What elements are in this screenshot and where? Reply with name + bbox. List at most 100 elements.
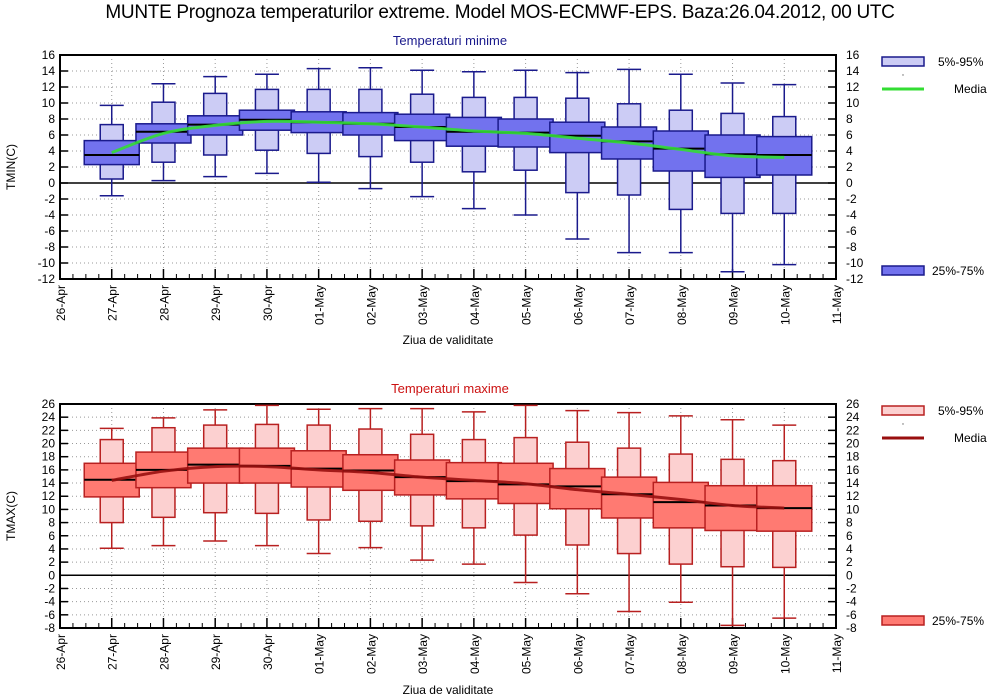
media-line [111, 119, 785, 159]
y-tick-label-left: 14 [42, 64, 56, 78]
y-tick-label-right: 6 [846, 128, 853, 142]
box-01-May [290, 408, 347, 555]
y-tick-label-right: 10 [846, 96, 860, 110]
y-tick-label-right: -4 [846, 208, 857, 222]
x-tick-label: 02-May [364, 285, 378, 325]
x-tick-label: 07-May [623, 285, 637, 325]
box-28-Apr [135, 417, 192, 547]
y-tick-label-left: 0 [48, 176, 55, 190]
box-04-May [445, 411, 503, 565]
box-27-Apr [83, 427, 140, 550]
box-09-May [704, 419, 761, 627]
y-tick-label-right: 0 [846, 568, 853, 582]
x-tick-label: 26-Apr [54, 634, 68, 670]
y-tick-label-left: 26 [42, 397, 56, 411]
legend-dot [902, 74, 904, 76]
legend-label-25-75: 25%-75% [932, 614, 984, 628]
x-tick-label: 08-May [675, 285, 689, 325]
box-08-May [652, 73, 710, 254]
y-tick-label-right: 20 [846, 437, 860, 451]
y-tick-label-left: -4 [44, 595, 55, 609]
y-tick-label-right: 8 [846, 112, 853, 126]
box-03-May [393, 407, 451, 561]
y-tick-label-left: -8 [44, 621, 55, 635]
x-tick-label: 09-May [727, 634, 741, 674]
x-tick-label: 07-May [623, 634, 637, 674]
box-01-May [290, 67, 347, 183]
y-tick-label-left: 12 [42, 489, 56, 503]
box-09-May [704, 82, 761, 273]
y-tick-label-left: -12 [38, 272, 56, 286]
y-axis-label: TMIN(C) [4, 144, 18, 190]
x-tick-label: 11-May [830, 634, 844, 673]
legend-swatch-5-95 [881, 56, 925, 67]
box-29-Apr [186, 409, 244, 542]
box-10-May [756, 424, 813, 619]
y-tick-label-right: 26 [846, 397, 860, 411]
y-tick-label-right: -2 [846, 581, 857, 595]
legend-swatch-25-75 [881, 265, 925, 276]
y-tick-label-left: 10 [42, 96, 56, 110]
box-05-May [497, 404, 554, 584]
y-tick-label-right: 2 [846, 555, 853, 569]
x-tick-label: 30-Apr [261, 285, 275, 321]
x-tick-label: 10-May [778, 634, 792, 674]
legend-label-media: Media [954, 82, 987, 96]
box-04-May [445, 71, 503, 210]
y-tick-label-left: -10 [38, 256, 56, 270]
y-tick-label-left: 8 [48, 516, 55, 530]
x-tick-label: 01-May [313, 634, 327, 674]
tmin-chart: Temperaturi minime -12 -12 -10 -10 -8 -8 -6 -6 -4… [4, 33, 987, 347]
x-tick-label: 29-Apr [209, 285, 223, 321]
x-tick-label: 05-May [520, 285, 534, 325]
x-tick-label: 09-May [727, 285, 741, 325]
x-tick-label: 28-Apr [157, 285, 171, 321]
x-tick-label: 27-Apr [106, 634, 120, 670]
y-tick-label-right: -8 [846, 621, 857, 635]
tmax-chart: Temperaturi maxime-8 -8-6 -6-4 -4-2 -20 02 24 4… [4, 381, 987, 697]
box-07-May [600, 68, 658, 254]
legend-label-5-95: 5%-95% [938, 404, 984, 418]
y-tick-label-right: 12 [846, 80, 860, 94]
y-tick-label-right: 16 [846, 463, 860, 477]
y-tick-label-left: 6 [48, 128, 55, 142]
y-tick-label-left: 8 [48, 112, 55, 126]
y-tick-label-left: -2 [44, 192, 55, 206]
y-tick-label-right: 12 [846, 489, 860, 503]
chart-title: Temperaturi minime [393, 33, 507, 48]
y-tick-label-right: 2 [846, 160, 853, 174]
x-tick-label: 30-Apr [261, 634, 275, 670]
x-tick-label: 28-Apr [157, 634, 171, 670]
legend-label-25-75: 25%-75% [932, 264, 984, 278]
legend-label-media: Media [954, 431, 987, 445]
y-tick-label-left: 14 [42, 476, 56, 490]
y-tick-label-left: 24 [42, 410, 56, 424]
x-tick-label: 03-May [416, 634, 430, 674]
legend-swatch-5-95 [881, 405, 925, 416]
x-tick-label: 02-May [364, 634, 378, 674]
y-tick-label-right: 8 [846, 516, 853, 530]
y-tick-label-right: -8 [846, 240, 857, 254]
page-title: MUNTE Prognoza temperaturilor extreme. M… [105, 2, 895, 23]
x-tick-label: 10-May [778, 285, 792, 325]
y-tick-label-right: 6 [846, 529, 853, 543]
box-03-May [393, 69, 451, 198]
x-tick-label: 05-May [520, 634, 534, 674]
y-tick-label-right: 24 [846, 410, 860, 424]
legend-label-5-95: 5%-95% [938, 55, 984, 69]
y-tick-label-left: 20 [42, 437, 56, 451]
box-25-75 [652, 481, 710, 529]
x-tick-label: 04-May [468, 634, 482, 674]
x-axis-label: Ziua de validitate [403, 683, 494, 697]
y-tick-label-left: -8 [44, 240, 55, 254]
x-axis-label: Ziua de validitate [403, 333, 494, 347]
y-tick-label-left: 2 [48, 555, 55, 569]
y-tick-label-left: 18 [42, 450, 56, 464]
y-tick-label-left: 2 [48, 160, 55, 174]
y-tick-label-right: 4 [846, 144, 853, 158]
y-tick-label-left: 10 [42, 502, 56, 516]
box-07-May [600, 411, 658, 613]
y-tick-label-right: -10 [846, 256, 864, 270]
x-tick-label: 11-May [830, 285, 844, 324]
y-tick-label-right: -6 [846, 224, 857, 238]
